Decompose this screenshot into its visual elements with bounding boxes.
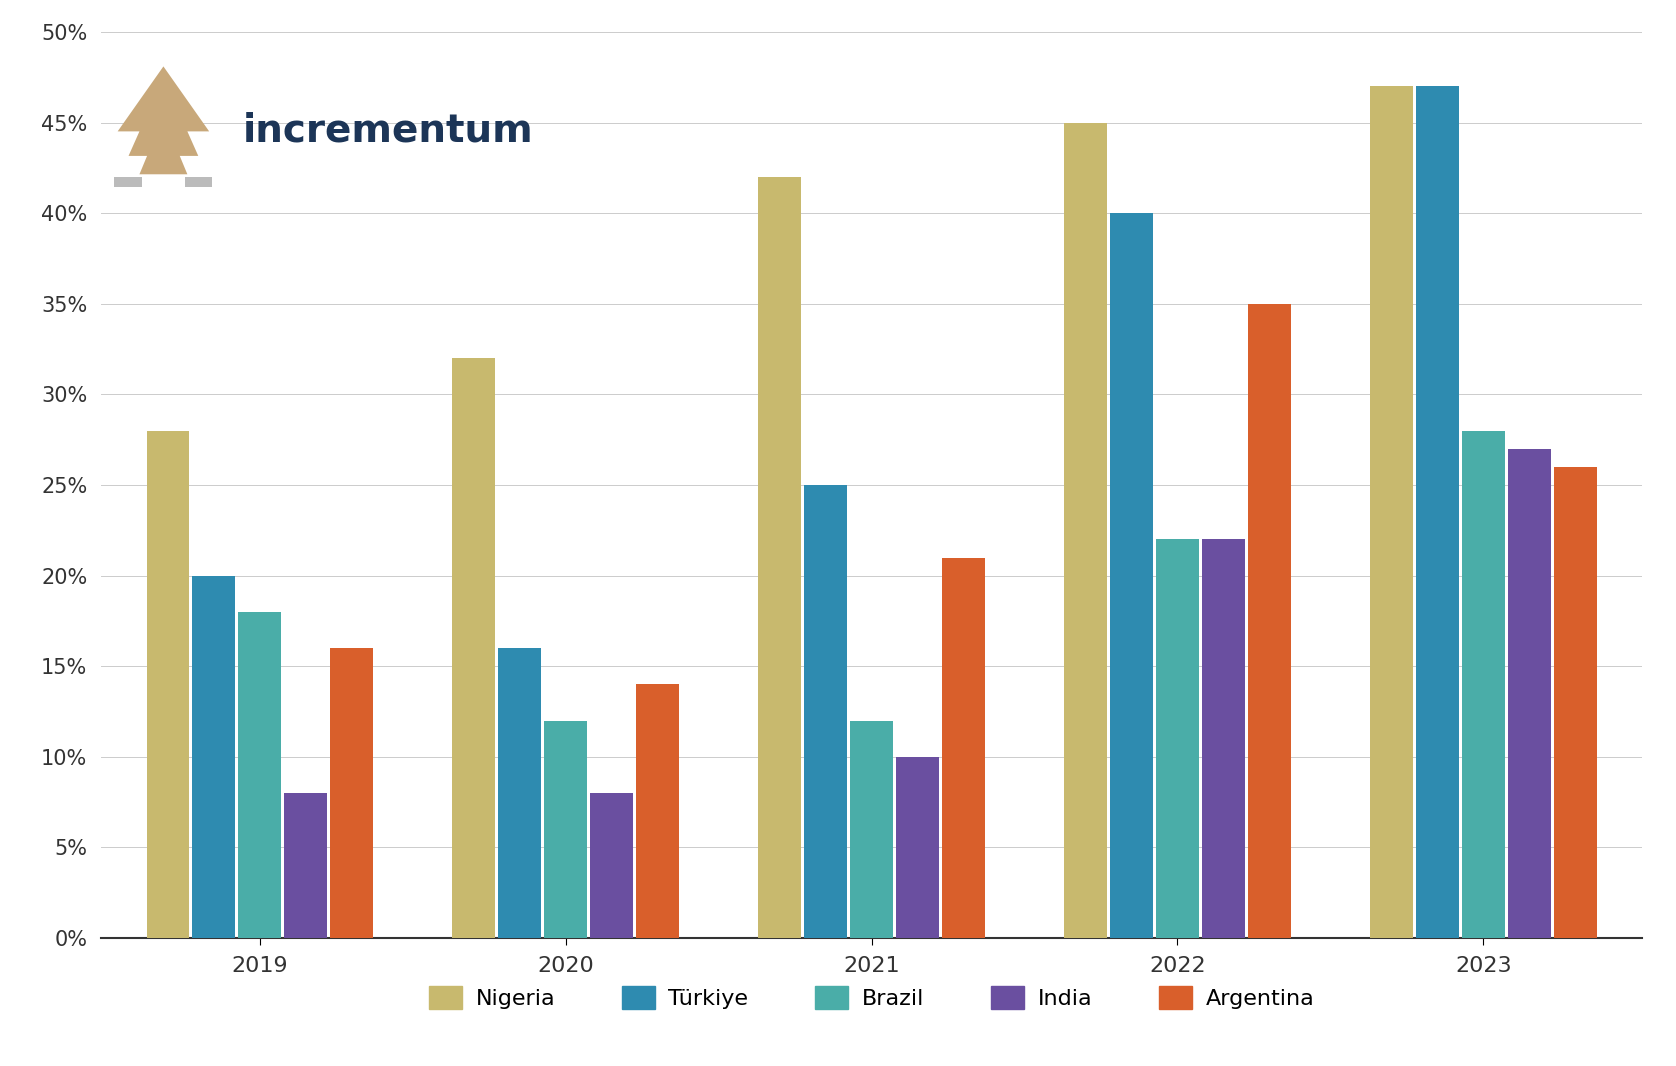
Bar	[1156, 539, 1198, 938]
Bar	[146, 431, 189, 938]
Bar	[1064, 123, 1108, 938]
Legend: Nigeria, Türkiye, Brazil, India, Argentina: Nigeria, Türkiye, Brazil, India, Argenti…	[421, 976, 1322, 1018]
Bar	[804, 485, 846, 938]
Polygon shape	[117, 66, 210, 175]
Bar	[193, 576, 235, 938]
Bar	[1202, 539, 1245, 938]
Bar	[330, 648, 372, 938]
Bar	[1110, 213, 1153, 938]
Bar	[1249, 304, 1291, 938]
Bar	[1508, 449, 1550, 938]
Bar	[545, 721, 587, 938]
Bar	[285, 793, 327, 938]
Bar	[942, 558, 984, 938]
Bar	[759, 177, 801, 938]
Bar	[1416, 86, 1458, 938]
Bar	[850, 721, 893, 938]
Bar	[590, 793, 634, 938]
Bar	[453, 358, 494, 938]
Text: incrementum: incrementum	[243, 111, 533, 149]
Bar	[1554, 467, 1597, 938]
Bar	[238, 612, 282, 938]
Bar	[498, 648, 541, 938]
Bar	[897, 757, 939, 938]
Bar	[1371, 86, 1413, 938]
Bar	[1461, 431, 1505, 938]
Polygon shape	[114, 177, 141, 187]
Polygon shape	[184, 177, 213, 187]
Bar	[635, 684, 679, 938]
